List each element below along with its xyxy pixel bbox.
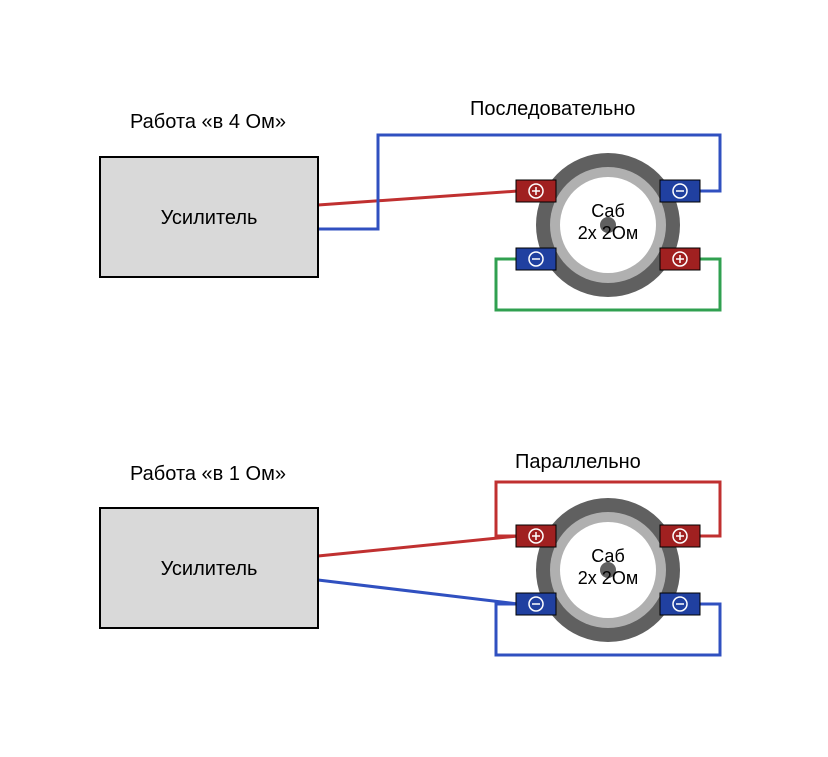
wire bbox=[318, 191, 518, 205]
wire bbox=[318, 580, 518, 604]
mode-label-top: Работа «в 4 Ом» bbox=[130, 111, 286, 133]
speaker-label-1: Саб bbox=[591, 201, 625, 221]
wire bbox=[318, 536, 518, 556]
mode-label-bottom: Работа «в 1 Ом» bbox=[130, 463, 286, 485]
speaker-label-1: Саб bbox=[591, 546, 625, 566]
speaker-label-2: 2х 2Ом bbox=[578, 223, 638, 243]
wiring-diagram: Работа «в 4 Ом» Последовательно Усилитель С… bbox=[0, 0, 828, 757]
speaker-label-2: 2х 2Ом bbox=[578, 568, 638, 588]
connection-label-bottom: Параллельно bbox=[515, 451, 641, 473]
amplifier-label: Усилитель bbox=[161, 207, 258, 229]
amplifier-label: Усилитель bbox=[161, 558, 258, 580]
connection-label-top: Последовательно bbox=[470, 98, 635, 120]
